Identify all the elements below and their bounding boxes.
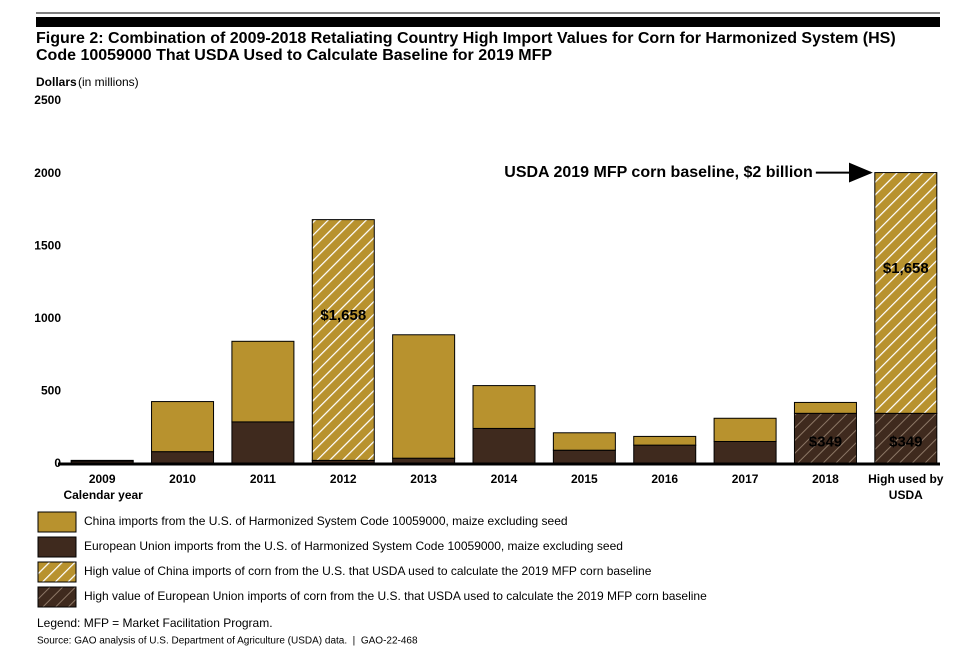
bar-segment <box>472 427 536 465</box>
y-tick-label: 500 <box>41 384 61 398</box>
bar-segment <box>70 459 134 462</box>
y-axis-title: Dollars <box>36 75 77 89</box>
legend-note: Legend: MFP = Market Facilitation Progra… <box>37 616 273 630</box>
bar-segment <box>713 417 777 442</box>
annotation: USDA 2019 MFP corn baseline, $2 billion <box>504 164 813 181</box>
legend-swatch <box>37 536 77 558</box>
bar-segment <box>231 421 295 465</box>
bar-segment <box>633 444 697 465</box>
y-tick-label: 0 <box>54 456 61 470</box>
rule-bar <box>36 17 940 27</box>
bar-segment <box>874 172 938 414</box>
value-label: $1,658 <box>320 307 366 324</box>
x-tick-label: High used by USDA <box>868 472 944 502</box>
bar-segment <box>231 340 295 423</box>
value-label: $1,658 <box>883 260 929 277</box>
x-tick-label: 2010 <box>169 472 196 486</box>
source: Source: GAO analysis of U.S. Department … <box>37 636 418 647</box>
bar-segment <box>151 451 215 465</box>
x-tick-label: 2013 <box>410 472 437 486</box>
y-tick-label: 2000 <box>34 166 61 180</box>
x-tick-label: 2009 <box>88 472 116 486</box>
legend-swatch <box>37 586 77 608</box>
bar-segment <box>552 432 616 451</box>
bar-segment <box>552 449 616 465</box>
x-tick-label: 2014 <box>490 472 518 486</box>
x-axis-title: Calendar year <box>63 488 143 502</box>
value-label: $349 <box>889 434 922 451</box>
bar-segment <box>151 401 215 453</box>
y-axis-note: (in millions) <box>78 75 139 89</box>
y-tick-label: 2500 <box>34 93 61 107</box>
y-tick-label: 1000 <box>34 311 61 325</box>
x-tick-label: 2018 <box>812 472 839 486</box>
y-tick-label: 1500 <box>34 238 61 252</box>
legend-swatch <box>37 511 77 533</box>
bar-segment <box>713 440 777 465</box>
x-tick-label: 2016 <box>651 472 679 486</box>
legend-label: High value of European Union imports of … <box>84 589 707 603</box>
legend-label: European Union imports from the U.S. of … <box>84 539 623 553</box>
bar-segment <box>311 219 375 461</box>
bar-segment <box>874 412 938 465</box>
x-tick-label: 2011 <box>249 472 276 486</box>
legend-label: China imports from the U.S. of Harmonize… <box>84 514 568 528</box>
x-tick-label: 2017 <box>731 472 759 486</box>
bar-segment <box>793 401 857 414</box>
bar-segment <box>392 334 456 459</box>
legend-swatch <box>37 561 77 583</box>
value-label: $349 <box>809 434 842 451</box>
legend-label: High value of China imports of corn from… <box>84 564 652 578</box>
x-tick-label: 2012 <box>329 472 357 486</box>
x-tick-label: 2015 <box>571 472 598 486</box>
chart-title: Figure 2: Combination of 2009-2018 Retal… <box>36 30 896 64</box>
bar-segment <box>472 385 536 429</box>
bar-segment <box>633 435 697 446</box>
